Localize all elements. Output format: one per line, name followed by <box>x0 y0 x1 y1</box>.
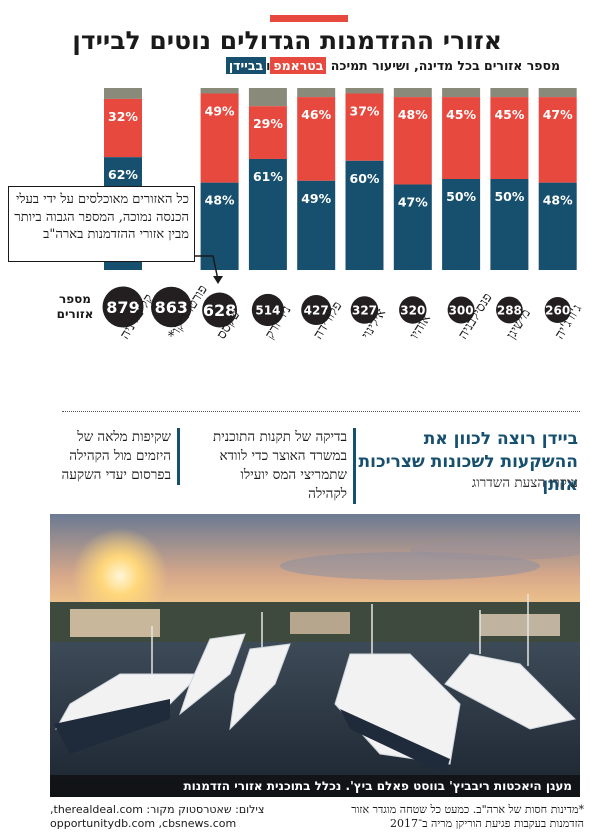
proposal-point-2: שקיפות מלאה של היזמים מול הקהילה בפרסום … <box>43 428 180 485</box>
biden-value-label: 50% <box>446 189 476 204</box>
trump-value-label: 48% <box>398 107 428 122</box>
biden-value-label: 48% <box>543 193 573 208</box>
trump-value-label: 37% <box>350 103 380 118</box>
count-circle <box>350 296 379 324</box>
bar-biden-segment <box>442 179 481 270</box>
count-circle <box>447 296 475 324</box>
bar-other-segment <box>345 88 384 94</box>
bar-trump-segment <box>490 97 529 179</box>
biden-legend-tag: בביידן <box>225 57 267 74</box>
count-circle <box>251 293 284 327</box>
bar-trump-segment <box>104 98 142 158</box>
trump-value-label: 49% <box>205 103 235 118</box>
credit-line-1: צילום: שאטרסטוק מקור: therealdeal.com, <box>50 803 265 816</box>
trump-legend-tag: בטראמפ <box>270 57 327 74</box>
title-accent-bar <box>270 15 348 22</box>
trump-value-label: 45% <box>494 107 524 122</box>
count-circle <box>150 286 192 328</box>
count-circle <box>301 294 332 326</box>
page-title: אזורי ההזדמנות הגדולים נוטים לביידן <box>72 26 502 55</box>
bar-trump-segment <box>538 97 577 183</box>
trump-value-label: 29% <box>253 116 283 131</box>
bar-biden-segment <box>490 179 529 270</box>
count-value-label: 863 <box>155 298 188 317</box>
biden-value-label: 47% <box>398 194 428 209</box>
biden-value-label: 48% <box>205 193 235 208</box>
callout-pointer <box>190 255 219 281</box>
marina-illustration <box>50 514 580 797</box>
proposal-point-1: בדיקה של תקנות התוכנית במשרד האוצר כדי ל… <box>207 428 356 504</box>
bar-other-segment <box>248 88 287 107</box>
bar-other-segment <box>393 88 432 98</box>
count-value-label: 288 <box>497 304 522 318</box>
count-value-label: 879 <box>106 298 139 317</box>
trump-value-label: 45% <box>446 107 476 122</box>
count-value-label: 320 <box>400 304 425 318</box>
bar-biden-segment <box>345 160 384 270</box>
trump-value-label: 47% <box>543 107 573 122</box>
biden-value-label: 60% <box>350 171 380 186</box>
bar-trump-segment <box>200 93 239 183</box>
count-circle <box>399 296 427 324</box>
bar-other-segment <box>442 88 481 98</box>
count-value-label: 427 <box>304 304 329 318</box>
bar-biden-segment <box>538 182 577 270</box>
count-value-label: 327 <box>352 304 377 318</box>
bar-other-segment <box>200 88 239 94</box>
bar-trump-segment <box>442 97 481 179</box>
marina-photo: מעגן היאכטות ריבביץ' בווסט פאלם ביץ'. נכ… <box>50 514 580 797</box>
credit-line-2: opportunitydb.com ,cbsnews.com <box>50 817 237 830</box>
counts-row-label: מספר אזורים <box>56 292 94 321</box>
callout-box: כל האזורים מאוכלסים על ידי בעלי הכנסה נמ… <box>8 186 195 262</box>
bar-trump-segment <box>248 106 287 159</box>
count-value-label: 300 <box>449 304 474 318</box>
count-circle <box>496 296 523 324</box>
bar-other-segment <box>104 88 142 99</box>
bar-biden-segment <box>297 180 336 270</box>
section-divider <box>62 411 580 412</box>
footnote: *מדינות חסות של ארה"ב. כמעט כל שטחה מוגד… <box>351 803 584 830</box>
bar-other-segment <box>297 88 336 98</box>
biden-value-label: 50% <box>494 189 524 204</box>
biden-value-label: 49% <box>301 191 331 206</box>
trump-value-label: 32% <box>108 109 138 124</box>
photo-credit-source: צילום: שאטרסטוק מקור: therealdeal.com, o… <box>50 803 270 831</box>
bar-trump-segment <box>393 97 432 185</box>
count-value-label: 628 <box>203 301 236 320</box>
bar-biden-segment <box>248 158 287 270</box>
subtitle-text: מספר אזורים בכל מדינה, ושיעור תמיכה <box>330 58 560 73</box>
bar-trump-segment <box>345 93 384 161</box>
biden-value-label: 61% <box>253 169 283 184</box>
bar-other-segment <box>490 88 529 98</box>
count-circle <box>544 297 571 323</box>
count-circle <box>102 286 144 328</box>
count-circle <box>202 292 238 328</box>
section-subheadline: עיקרי הצעת השדרוג <box>471 475 578 491</box>
bar-other-segment <box>538 88 577 98</box>
trump-value-label: 46% <box>301 107 331 122</box>
section-headline: ביידן רוצה לכוון את ההשקעות לשכונות שצרי… <box>358 429 578 495</box>
bar-biden-segment <box>393 184 432 270</box>
page-subtitle: מספר אזורים בכל מדינה, ושיעור תמיכה בטרא… <box>20 56 560 76</box>
count-value-label: 514 <box>255 304 280 318</box>
callout-arrowhead <box>213 276 223 284</box>
bar-trump-segment <box>297 97 336 181</box>
photo-caption: מעגן היאכטות ריבביץ' בווסט פאלם ביץ'. נכ… <box>50 775 580 797</box>
subtitle-joiner: ו <box>266 58 271 73</box>
count-value-label: 260 <box>545 304 570 318</box>
biden-value-label: 62% <box>108 167 138 182</box>
